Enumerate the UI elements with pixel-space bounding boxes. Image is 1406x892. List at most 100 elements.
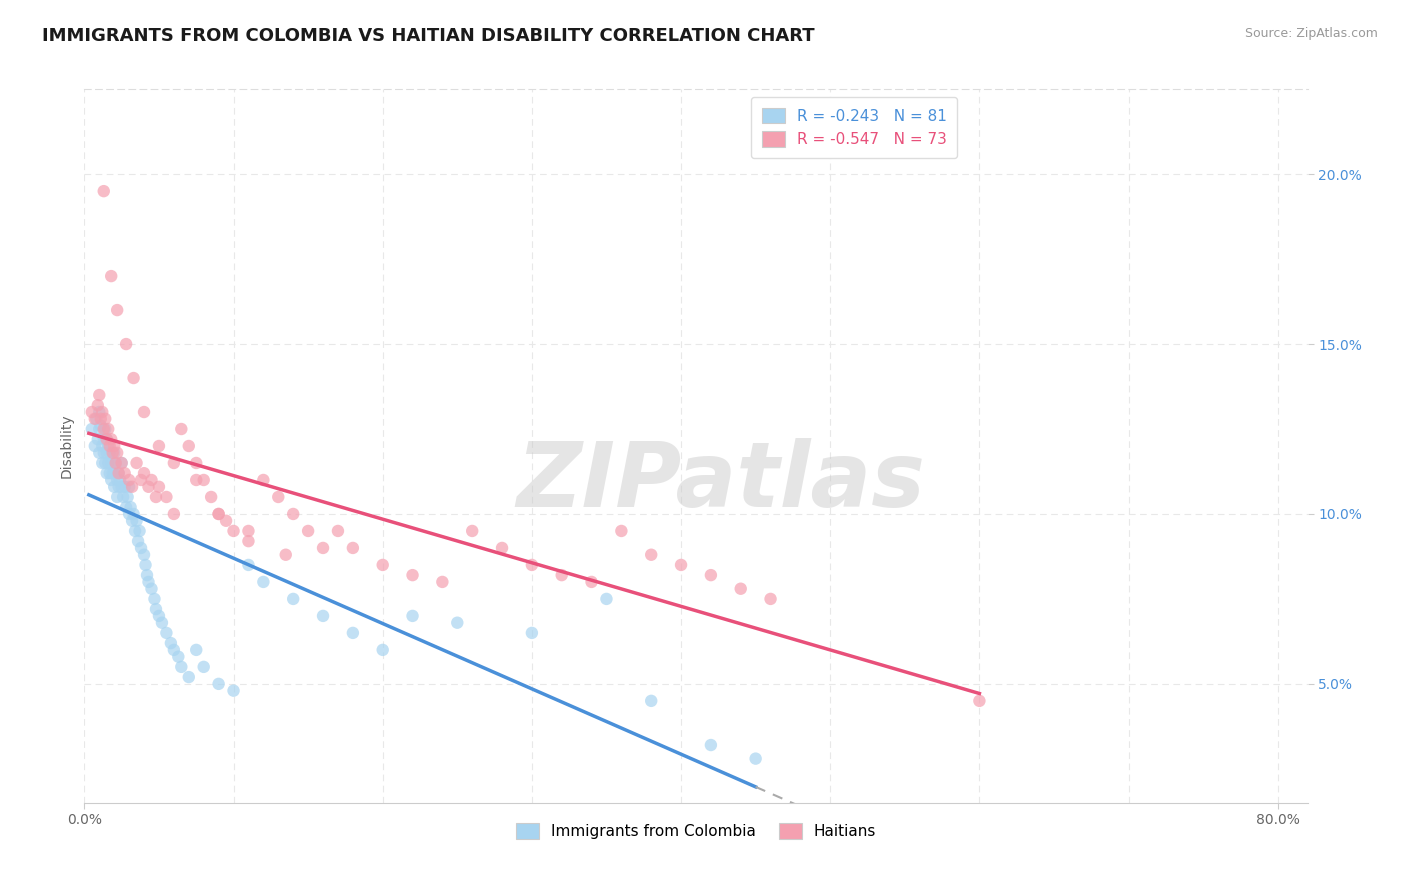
Point — [105, 303, 128, 318]
Point — [103, 446, 125, 460]
Point — [238, 558, 260, 572]
Point — [143, 591, 166, 606]
Point — [141, 582, 163, 596]
Point — [274, 548, 297, 562]
Point — [186, 473, 208, 487]
Point — [155, 490, 177, 504]
Point — [129, 473, 152, 487]
Point — [700, 568, 723, 582]
Point — [96, 432, 118, 446]
Legend: Immigrants from Colombia, Haitians: Immigrants from Colombia, Haitians — [509, 817, 883, 845]
Point — [730, 582, 752, 596]
Point — [80, 422, 103, 436]
Point — [94, 456, 117, 470]
Point — [170, 422, 193, 436]
Point — [125, 514, 148, 528]
Point — [115, 500, 138, 515]
Point — [145, 490, 167, 504]
Point — [98, 446, 121, 460]
Point — [128, 524, 150, 538]
Point — [610, 524, 633, 538]
Point — [103, 439, 125, 453]
Point — [238, 524, 260, 538]
Point — [186, 643, 208, 657]
Point — [222, 683, 245, 698]
Point — [87, 432, 110, 446]
Point — [93, 446, 115, 460]
Point — [163, 507, 186, 521]
Point — [117, 490, 139, 504]
Point — [163, 456, 186, 470]
Point — [100, 473, 122, 487]
Point — [150, 615, 173, 630]
Point — [100, 269, 122, 284]
Point — [595, 591, 617, 606]
Text: ZIPatlas: ZIPatlas — [516, 438, 925, 525]
Point — [87, 398, 110, 412]
Point — [215, 514, 238, 528]
Point — [121, 480, 143, 494]
Point — [138, 574, 160, 589]
Point — [96, 466, 118, 480]
Point — [104, 456, 127, 470]
Point — [141, 473, 163, 487]
Point — [446, 615, 468, 630]
Point — [401, 608, 423, 623]
Point — [84, 412, 107, 426]
Point — [124, 524, 146, 538]
Point — [97, 439, 120, 453]
Point — [97, 456, 120, 470]
Point — [100, 456, 122, 470]
Point — [222, 524, 245, 538]
Point — [90, 412, 112, 426]
Point — [132, 548, 155, 562]
Point — [129, 541, 152, 555]
Point — [520, 558, 543, 572]
Point — [89, 388, 111, 402]
Point — [132, 405, 155, 419]
Point — [89, 405, 111, 419]
Point — [122, 371, 145, 385]
Point — [145, 602, 167, 616]
Point — [461, 524, 484, 538]
Point — [193, 473, 215, 487]
Point — [111, 480, 134, 494]
Point — [105, 446, 128, 460]
Point — [107, 466, 129, 480]
Point — [121, 514, 143, 528]
Point — [759, 591, 782, 606]
Point — [98, 466, 121, 480]
Point — [520, 626, 543, 640]
Point — [252, 574, 274, 589]
Point — [491, 541, 513, 555]
Text: Source: ZipAtlas.com: Source: ZipAtlas.com — [1244, 27, 1378, 40]
Point — [97, 422, 120, 436]
Point — [132, 466, 155, 480]
Point — [371, 558, 394, 572]
Point — [155, 626, 177, 640]
Point — [170, 660, 193, 674]
Point — [91, 439, 114, 453]
Point — [700, 738, 723, 752]
Point — [105, 490, 128, 504]
Point — [312, 608, 335, 623]
Point — [127, 534, 149, 549]
Point — [193, 660, 215, 674]
Point — [94, 422, 117, 436]
Point — [111, 456, 134, 470]
Point — [80, 405, 103, 419]
Point — [83, 412, 105, 426]
Point — [100, 432, 122, 446]
Point — [96, 432, 118, 446]
Point — [107, 480, 129, 494]
Point — [101, 466, 124, 480]
Point — [167, 649, 190, 664]
Point — [114, 480, 136, 494]
Point — [371, 643, 394, 657]
Point — [312, 541, 335, 555]
Point — [91, 405, 114, 419]
Point — [90, 418, 112, 433]
Point — [101, 446, 124, 460]
Point — [401, 568, 423, 582]
Point — [640, 548, 662, 562]
